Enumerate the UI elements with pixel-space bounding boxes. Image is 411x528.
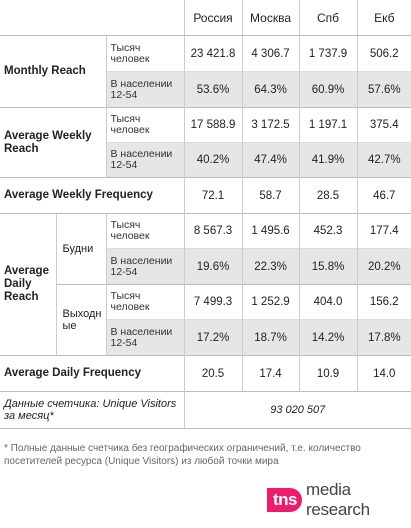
weekly-reach-thousand-row: Average Weekly Reach Тысяч человек 17 58… xyxy=(0,107,411,178)
tns-logo: tns media research xyxy=(267,480,411,519)
value-cell: 22.3% xyxy=(241,248,300,285)
daily-reach-weekends-population-row: В населении 12-54 17.2% 18.7% 14.2% 17.8… xyxy=(0,319,411,356)
value-cell: 14.0 xyxy=(356,355,411,392)
value-cell: 452.3 xyxy=(298,213,358,249)
value-cell: 20.5 xyxy=(183,355,243,392)
weekly-frequency-label: Average Weekly Frequency xyxy=(0,177,185,214)
stats-table: Россия Москва Спб Екб Monthly Reach Тыся… xyxy=(0,0,411,429)
value-cell: 57.6% xyxy=(356,71,411,108)
logo-mark: tns xyxy=(267,488,302,512)
weekdays-label: Будни xyxy=(55,213,106,285)
counter-value: 93 020 507 xyxy=(183,391,411,429)
value-cell: 47.4% xyxy=(241,142,300,178)
header-row: Россия Москва Спб Екб xyxy=(0,0,411,36)
value-cell: 28.5 xyxy=(298,177,358,214)
weekends-label: Выходные xyxy=(55,284,106,356)
footnote: * Полные данные счетчика без географичес… xyxy=(4,443,361,467)
value-cell: 17.4 xyxy=(241,355,300,392)
col-header-ekb: Екб xyxy=(356,0,411,36)
value-cell: 18.7% xyxy=(241,319,300,356)
daily-reach-weekdays-thousand-row: Average Daily Reach Будни Тысяч человек … xyxy=(0,213,411,356)
value-cell: 1 197.1 xyxy=(298,107,358,143)
value-cell: 375.4 xyxy=(356,107,411,143)
value-cell: 17 588.9 xyxy=(183,107,243,143)
value-cell: 14.2% xyxy=(298,319,358,356)
weekly-reach-population-row: В населении 12-54 40.2% 47.4% 41.9% 42.7… xyxy=(0,142,411,178)
value-cell: 17.2% xyxy=(183,319,243,356)
monthly-reach-thousand-row: Monthly Reach Тысяч человек 23 421.8 4 3… xyxy=(0,35,411,77)
counter-label: Данные счетчика: Unique Visitors за меся… xyxy=(0,391,185,429)
value-cell: 72.1 xyxy=(183,177,243,214)
value-cell: 58.7 xyxy=(241,177,300,214)
unit-population: В населении 12-54 xyxy=(105,71,185,108)
value-cell: 17.8% xyxy=(356,319,411,356)
value-cell: 1 495.6 xyxy=(241,213,300,249)
value-cell: 53.6% xyxy=(183,71,243,108)
unit-thousand: Тысяч человек xyxy=(105,284,185,320)
value-cell: 4 306.7 xyxy=(241,35,300,72)
weekly-reach-label: Average Weekly Reach xyxy=(0,107,106,178)
value-cell: 8 567.3 xyxy=(183,213,243,249)
col-header-spb: Спб xyxy=(298,0,358,36)
col-header-moscow: Москва xyxy=(241,0,300,36)
unit-thousand: Тысяч человек xyxy=(105,35,185,72)
counter-row: Данные счетчика: Unique Visitors за меся… xyxy=(0,391,411,429)
value-cell: 40.2% xyxy=(183,142,243,178)
unit-population: В населении 12-54 xyxy=(105,248,185,285)
value-cell: 46.7 xyxy=(356,177,411,214)
unit-population: В населении 12-54 xyxy=(105,319,185,356)
daily-reach-label: Average Daily Reach xyxy=(0,213,56,356)
monthly-reach-label: Monthly Reach xyxy=(4,65,86,77)
unit-thousand: Тысяч человек xyxy=(105,107,185,143)
value-cell: 60.9% xyxy=(298,71,358,108)
value-cell: 10.9 xyxy=(298,355,358,392)
value-cell: 19.6% xyxy=(183,248,243,285)
value-cell: 15.8% xyxy=(298,248,358,285)
monthly-reach-population-row: В населении 12-54 53.6% 64.3% 60.9% 57.6… xyxy=(0,71,411,108)
value-cell: 1 737.9 xyxy=(298,35,358,72)
value-cell: 1 252.9 xyxy=(241,284,300,320)
value-cell: 42.7% xyxy=(356,142,411,178)
value-cell: 404.0 xyxy=(298,284,358,320)
daily-reach-weekends-thousand-row: Выходные Тысяч человек 7 499.3 1 252.9 4… xyxy=(0,284,411,356)
value-cell: 3 172.5 xyxy=(241,107,300,143)
logo-text: media research xyxy=(306,480,370,519)
daily-reach-weekdays-population-row: В населении 12-54 19.6% 22.3% 15.8% 20.2… xyxy=(0,248,411,285)
unit-thousand: Тысяч человек xyxy=(105,213,185,249)
value-cell: 7 499.3 xyxy=(183,284,243,320)
weekly-frequency-row: Average Weekly Frequency 72.1 58.7 28.5 … xyxy=(0,177,411,214)
value-cell: 506.2 xyxy=(356,35,411,72)
value-cell: 20.2% xyxy=(356,248,411,285)
value-cell: 177.4 xyxy=(356,213,411,249)
daily-frequency-label: Average Daily Frequency xyxy=(0,355,185,392)
value-cell: 156.2 xyxy=(356,284,411,320)
daily-frequency-row: Average Daily Frequency 20.5 17.4 10.9 1… xyxy=(0,355,411,392)
value-cell: 23 421.8 xyxy=(183,35,243,72)
unit-population: В населении 12-54 xyxy=(105,142,185,178)
col-header-russia: Россия xyxy=(183,0,243,36)
value-cell: 41.9% xyxy=(298,142,358,178)
value-cell: 64.3% xyxy=(241,71,300,108)
